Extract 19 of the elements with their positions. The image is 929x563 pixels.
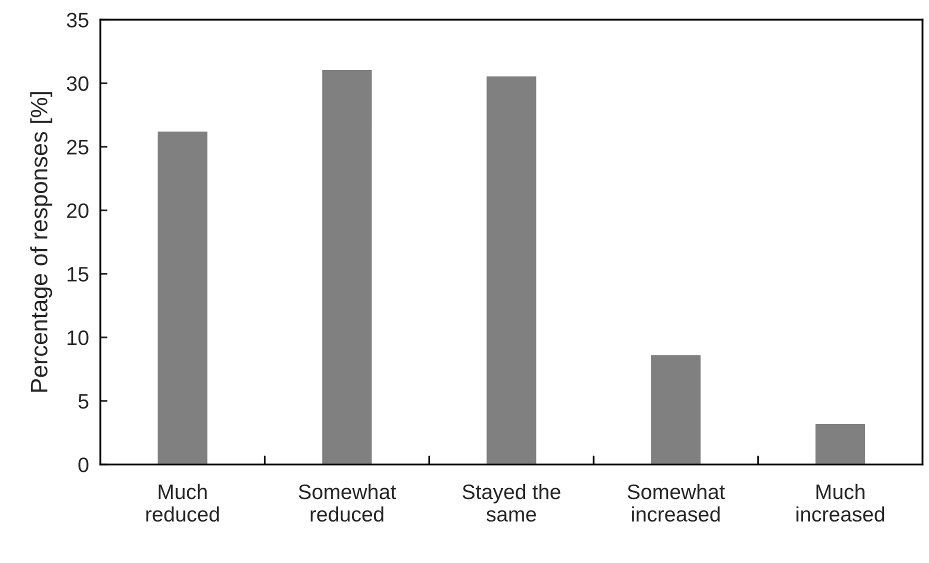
y-tick-label: 15 — [68, 267, 88, 282]
y-tick-label: 10 — [68, 330, 88, 346]
y-axis-title: Percentage of responses [%] — [30, 92, 52, 392]
y-tick-label: 25 — [67, 140, 88, 155]
y-tick-label: 30 — [66, 76, 88, 91]
y-tick-label: 5 — [78, 394, 88, 409]
x-tick-label: Somewhat reduced — [298, 484, 396, 522]
bar — [156, 130, 209, 464]
bar — [320, 68, 374, 464]
bar — [650, 354, 702, 464]
x-tick-label: Somewhat increased — [628, 484, 725, 522]
bar — [485, 74, 538, 464]
x-tick-label: Much reduced — [146, 484, 219, 522]
y-tick-label: 20 — [67, 203, 88, 218]
x-tick-label: Much increased — [796, 484, 884, 522]
y-tick-label: 35 — [66, 12, 88, 28]
bar — [814, 422, 866, 464]
y-tick-label: 0 — [78, 457, 88, 472]
x-tick-label: Stayed the same — [462, 484, 560, 522]
